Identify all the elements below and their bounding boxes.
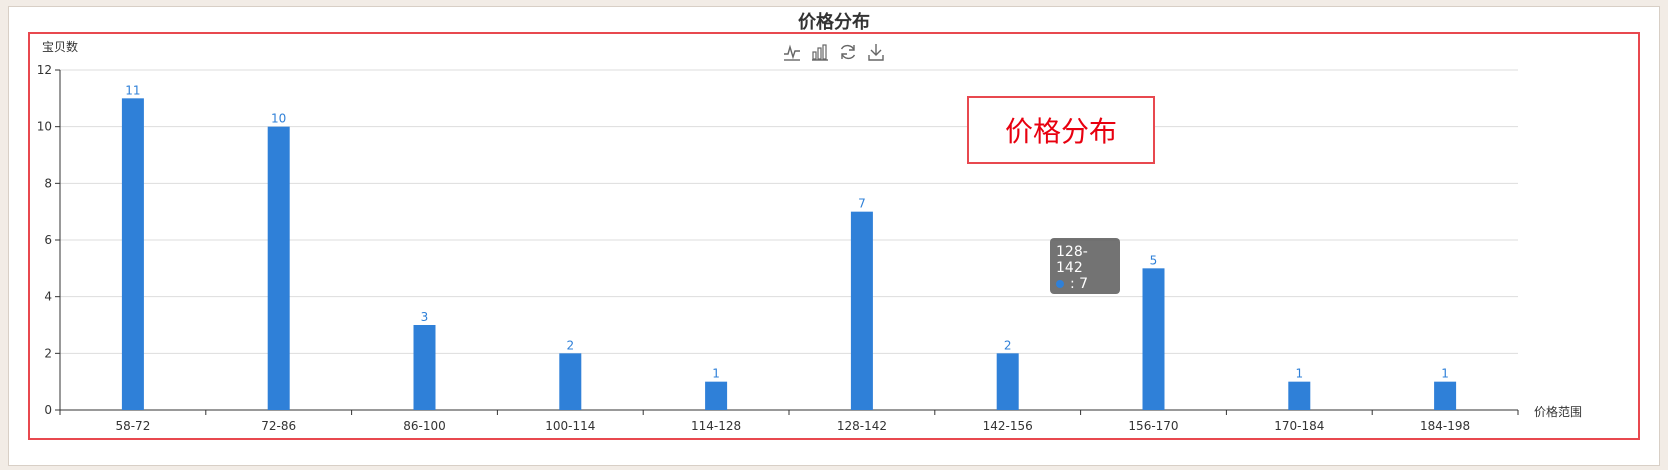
y-tick-label-2: 2 (44, 346, 52, 360)
tooltip-title: 128-142 (1056, 244, 1088, 276)
bar-value-label-100-114: 2 (566, 338, 574, 352)
x-tick-label-156-170: 156-170 (1128, 419, 1178, 433)
y-tick-label-8: 8 (44, 176, 52, 190)
y-tick-label-4: 4 (44, 290, 52, 304)
chart-tooltip: 128-142 : 7 (1050, 238, 1120, 294)
bar-value-label-128-142: 7 (858, 197, 866, 211)
line-chart-icon[interactable] (782, 42, 802, 62)
bar-chart-icon[interactable] (810, 42, 830, 62)
bar-86-100 (413, 325, 436, 410)
bar-value-label-86-100: 3 (421, 310, 429, 324)
x-tick-label-142-156: 142-156 (983, 419, 1033, 433)
tooltip-value: : 7 (1070, 276, 1089, 292)
y-axis-label: 宝贝数 (42, 40, 79, 54)
bar-184-198 (1434, 381, 1457, 410)
y-tick-label-0: 0 (44, 403, 52, 417)
bar-100-114 (559, 353, 582, 410)
y-tick-label-6: 6 (44, 233, 52, 247)
x-tick-label-72-86: 72-86 (261, 419, 296, 433)
restore-icon[interactable] (838, 42, 858, 62)
bar-72-86 (267, 126, 290, 411)
bar-value-label-58-72: 11 (125, 83, 140, 97)
download-icon[interactable] (866, 42, 886, 62)
y-tick-label-10: 10 (37, 120, 52, 134)
bar-value-label-184-198: 1 (1441, 367, 1449, 381)
bar-128-142 (850, 211, 873, 410)
x-axis-label: 价格范围 (1534, 404, 1582, 419)
bar-156-170 (1142, 268, 1165, 410)
x-tick-label-100-114: 100-114 (545, 419, 595, 433)
tooltip-dot (1056, 280, 1064, 288)
bar-58-72 (121, 98, 144, 410)
x-tick-label-114-128: 114-128 (691, 419, 741, 433)
bar-170-184 (1288, 381, 1311, 410)
x-tick-label-86-100: 86-100 (403, 419, 446, 433)
bar-value-label-142-156: 2 (1004, 338, 1012, 352)
bar-value-label-156-170: 5 (1150, 253, 1158, 267)
y-tick-label-12: 12 (37, 63, 52, 77)
bar-114-128 (705, 381, 728, 410)
x-tick-label-184-198: 184-198 (1420, 419, 1470, 433)
bar-142-156 (996, 353, 1019, 410)
x-tick-label-128-142: 128-142 (837, 419, 887, 433)
bar-value-label-72-86: 10 (271, 112, 286, 126)
chart-panel (28, 32, 1640, 440)
page-title: 价格分布 (798, 12, 870, 33)
chart-toolbar (782, 42, 886, 64)
tooltip-row: : 7 (1056, 276, 1114, 292)
x-tick-label-170-184: 170-184 (1274, 419, 1324, 433)
bar-value-label-170-184: 1 (1295, 367, 1303, 381)
bar-value-label-114-128: 1 (712, 367, 720, 381)
x-tick-label-58-72: 58-72 (115, 419, 150, 433)
annotation-box: 价格分布 (967, 96, 1155, 164)
